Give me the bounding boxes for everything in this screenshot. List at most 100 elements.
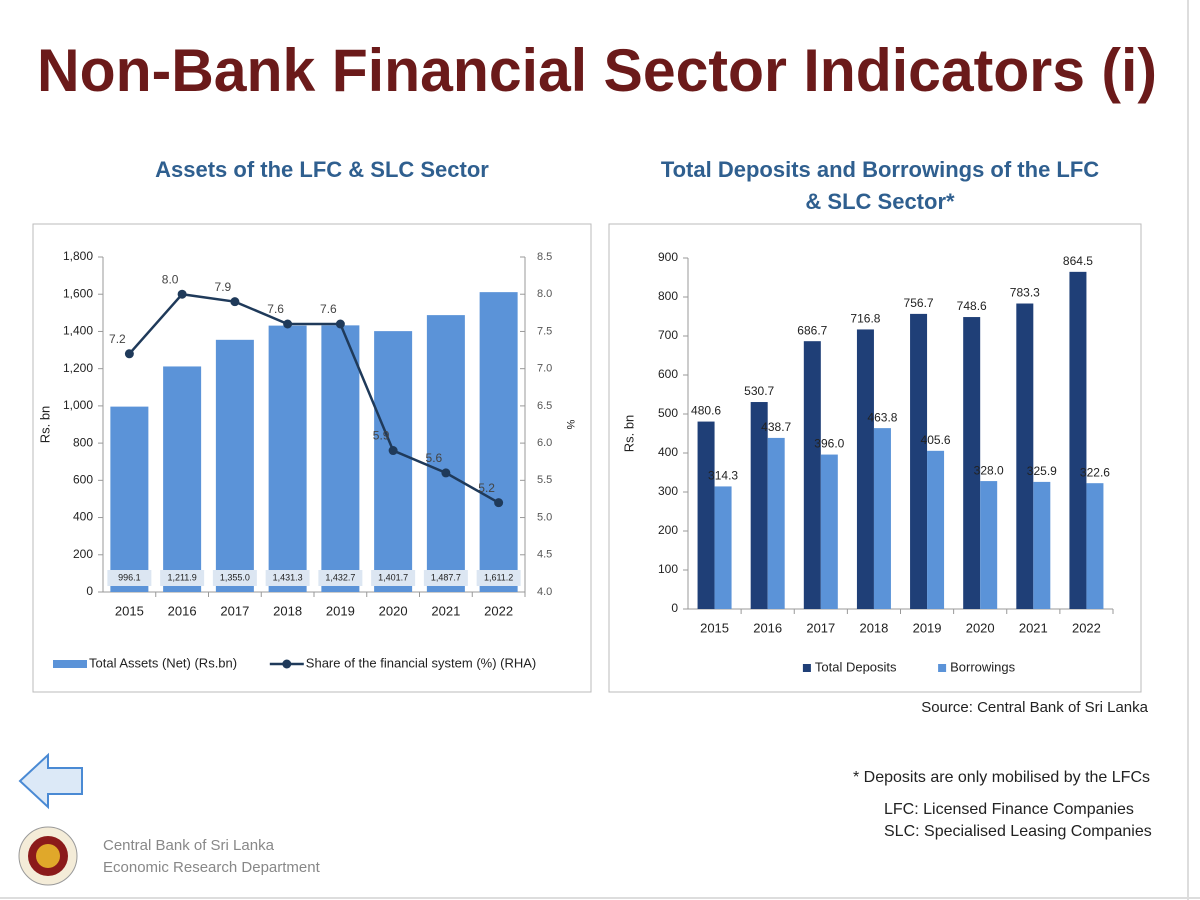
x-tick-label: 2019 [913,620,942,635]
y2-tick-label: 7.0 [537,363,552,375]
bar [820,454,838,609]
line-point [441,468,451,478]
value-label-box [107,570,152,586]
y-tick-label: 800 [658,289,678,303]
value-label: 5.6 [426,451,443,465]
footer: Economic Research Department [103,859,321,876]
value-label: 328.0 [974,463,1004,477]
y-tick-label: 400 [73,510,93,524]
y-tick-label: 900 [658,250,678,264]
source: Source: Central Bank of Sri Lanka [921,699,1148,716]
line-point [124,349,134,359]
y-tick-label: 1,600 [63,286,93,300]
y-tick-label: 600 [658,367,678,381]
x-tick-label: 2017 [806,620,835,635]
value-label: 7.6 [267,302,284,316]
legend-swatch [282,659,292,669]
value-label: 686.7 [797,323,827,337]
bar [479,292,518,592]
x-tick-label: 2017 [220,603,249,618]
line-point [177,289,187,299]
x-tick-label: 2018 [273,603,302,618]
y-tick-label: 400 [658,445,678,459]
value-label: 7.9 [215,280,232,294]
value-label-box [212,570,257,586]
legend-label: Borrowings [950,659,1016,674]
y-tick-label: 200 [73,547,93,561]
line [128,292,500,504]
legend-label: Share of the financial system (%) (RHA) [306,655,536,670]
value-label: 322.6 [1080,465,1110,479]
value-label: 314.3 [708,469,738,483]
value-label: 325.9 [1027,464,1057,478]
value-label: 530.7 [744,384,774,398]
bar [215,339,254,592]
line-point [283,319,293,329]
note: LFC: Licensed Finance Companies [884,801,1134,818]
note: * Deposits are only mobilised by the LFC… [853,769,1150,786]
legend-swatch [53,660,87,668]
x-tick-label: 2022 [484,603,513,618]
legend-swatch [802,664,811,672]
x-tick-label: 2015 [700,620,729,635]
y2-tick-label: 7.5 [537,325,552,337]
y-tick-label: 600 [73,473,93,487]
bar [1033,481,1051,609]
bar [714,486,732,609]
bar [697,421,715,609]
y-tick-label: 1,200 [63,361,93,375]
bar [426,315,465,592]
y2-tick-label: 5.5 [537,474,552,486]
bar [1016,303,1034,609]
value-label: 1,432.7 [325,572,355,582]
value-label: 1,355.0 [220,572,250,582]
value-label: 756.7 [904,296,934,310]
y2-tick-label: 4.0 [537,586,552,598]
bar [110,406,149,592]
y2-tick-label: 5.0 [537,511,552,523]
y2-tick-label: 4.5 [537,549,552,561]
bar [163,366,202,592]
y-tick-label: 1,400 [63,324,93,338]
y-tick-label: 300 [658,484,678,498]
y2-axis-label: % [564,420,576,430]
y-tick-label: 700 [658,328,678,342]
y-tick-label: 800 [73,435,93,449]
y2-tick-label: 6.5 [537,400,552,412]
footer: Central Bank of Sri Lanka [103,837,275,854]
back-arrow[interactable] [18,752,83,810]
bar [856,329,874,609]
y-tick-label: 500 [658,406,678,420]
line-point [230,297,240,307]
x-tick-label: 2022 [1072,620,1101,635]
x-tick-label: 2021 [1019,620,1048,635]
value-label: 8.0 [162,272,179,286]
y-tick-label: 0 [671,601,678,615]
value-label-box [476,570,521,586]
legend-label: Total Assets (Net) (Rs.bn) [89,655,237,670]
legend-label: Total Deposits [815,659,897,674]
x-tick-label: 2018 [859,620,888,635]
chart-title: Assets of the LFC & SLC Sector [155,157,489,182]
value-label-box [423,570,468,586]
line-point [335,319,345,329]
y-tick-label: 1,000 [63,398,93,412]
value-label: 1,611.2 [484,572,513,582]
chart-title: Total Deposits and Borrowings of the LFC… [660,157,1100,214]
bar [1086,483,1104,609]
y-tick-label: 100 [658,562,678,576]
y2-tick-label: 8.0 [537,288,552,300]
x-tick-label: 2016 [168,603,197,618]
x-tick-label: 2020 [379,603,408,618]
value-label: 1,211.9 [167,572,196,582]
value-label: 1,431.3 [273,572,303,582]
value-label: 716.8 [850,312,880,326]
value-label: 783.3 [1010,286,1040,300]
value-label: 463.8 [867,410,897,424]
y2-tick-label: 6.0 [537,437,552,449]
y-axis-label: Rs. bn [621,415,636,453]
value-label: 438.7 [761,420,791,434]
value-label-box [265,570,310,586]
value-label: 1,401.7 [378,572,408,582]
bar [873,428,891,609]
